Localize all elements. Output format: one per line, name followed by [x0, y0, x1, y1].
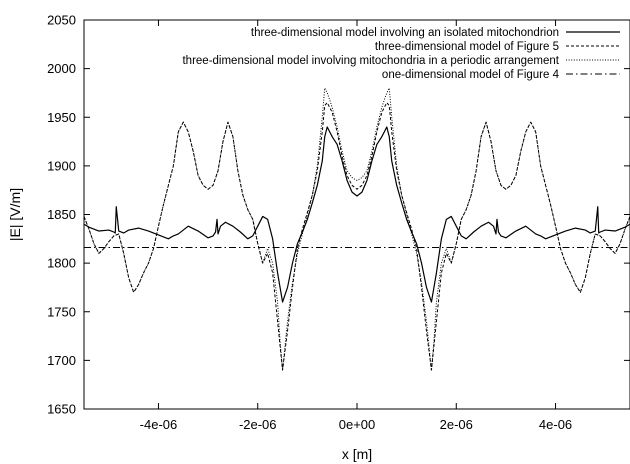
x-tick-label: -2e-06 — [239, 417, 277, 432]
y-tick-label: 1900 — [47, 158, 76, 173]
y-tick-label: 1800 — [47, 256, 76, 271]
axis-ticks — [84, 19, 630, 410]
x-tick-label: 4e-06 — [539, 417, 572, 432]
y-tick-label: 1950 — [47, 110, 76, 125]
y-tick-label: 1650 — [47, 402, 76, 417]
legend-label-4: one-dimensional model of Figure 4 — [382, 69, 560, 81]
y-tick-label: 1750 — [47, 304, 76, 319]
series-line-2 — [83, 102, 630, 371]
y-tick-label: 1700 — [47, 353, 76, 368]
x-axis-title: x [m] — [342, 446, 372, 462]
y-tick-label: 2050 — [47, 13, 76, 28]
x-tick-label: 0e+00 — [339, 417, 376, 432]
x-tick-label: 2e-06 — [440, 417, 473, 432]
plot-lines — [83, 87, 630, 371]
legend-label-2: three-dimensional model of Figure 5 — [375, 41, 559, 53]
series-line-3 — [83, 87, 630, 371]
x-tick-label: -4e-06 — [140, 417, 178, 432]
y-tick-label: 1850 — [47, 207, 76, 222]
series-line-1 — [83, 126, 630, 303]
tick-labels: 1650 1700 1750 1800 1850 1900 1950 2000 2050 -4e-… — [47, 13, 572, 433]
legend-label-1: three-dimensional model involving an iso… — [251, 27, 559, 39]
y-axis-title: |E| [V/m] — [7, 188, 23, 241]
y-tick-label: 2000 — [47, 61, 76, 76]
legend-label-3: three-dimensional model involving mitoch… — [182, 55, 559, 67]
legend: three-dimensional model involving an iso… — [182, 27, 620, 81]
